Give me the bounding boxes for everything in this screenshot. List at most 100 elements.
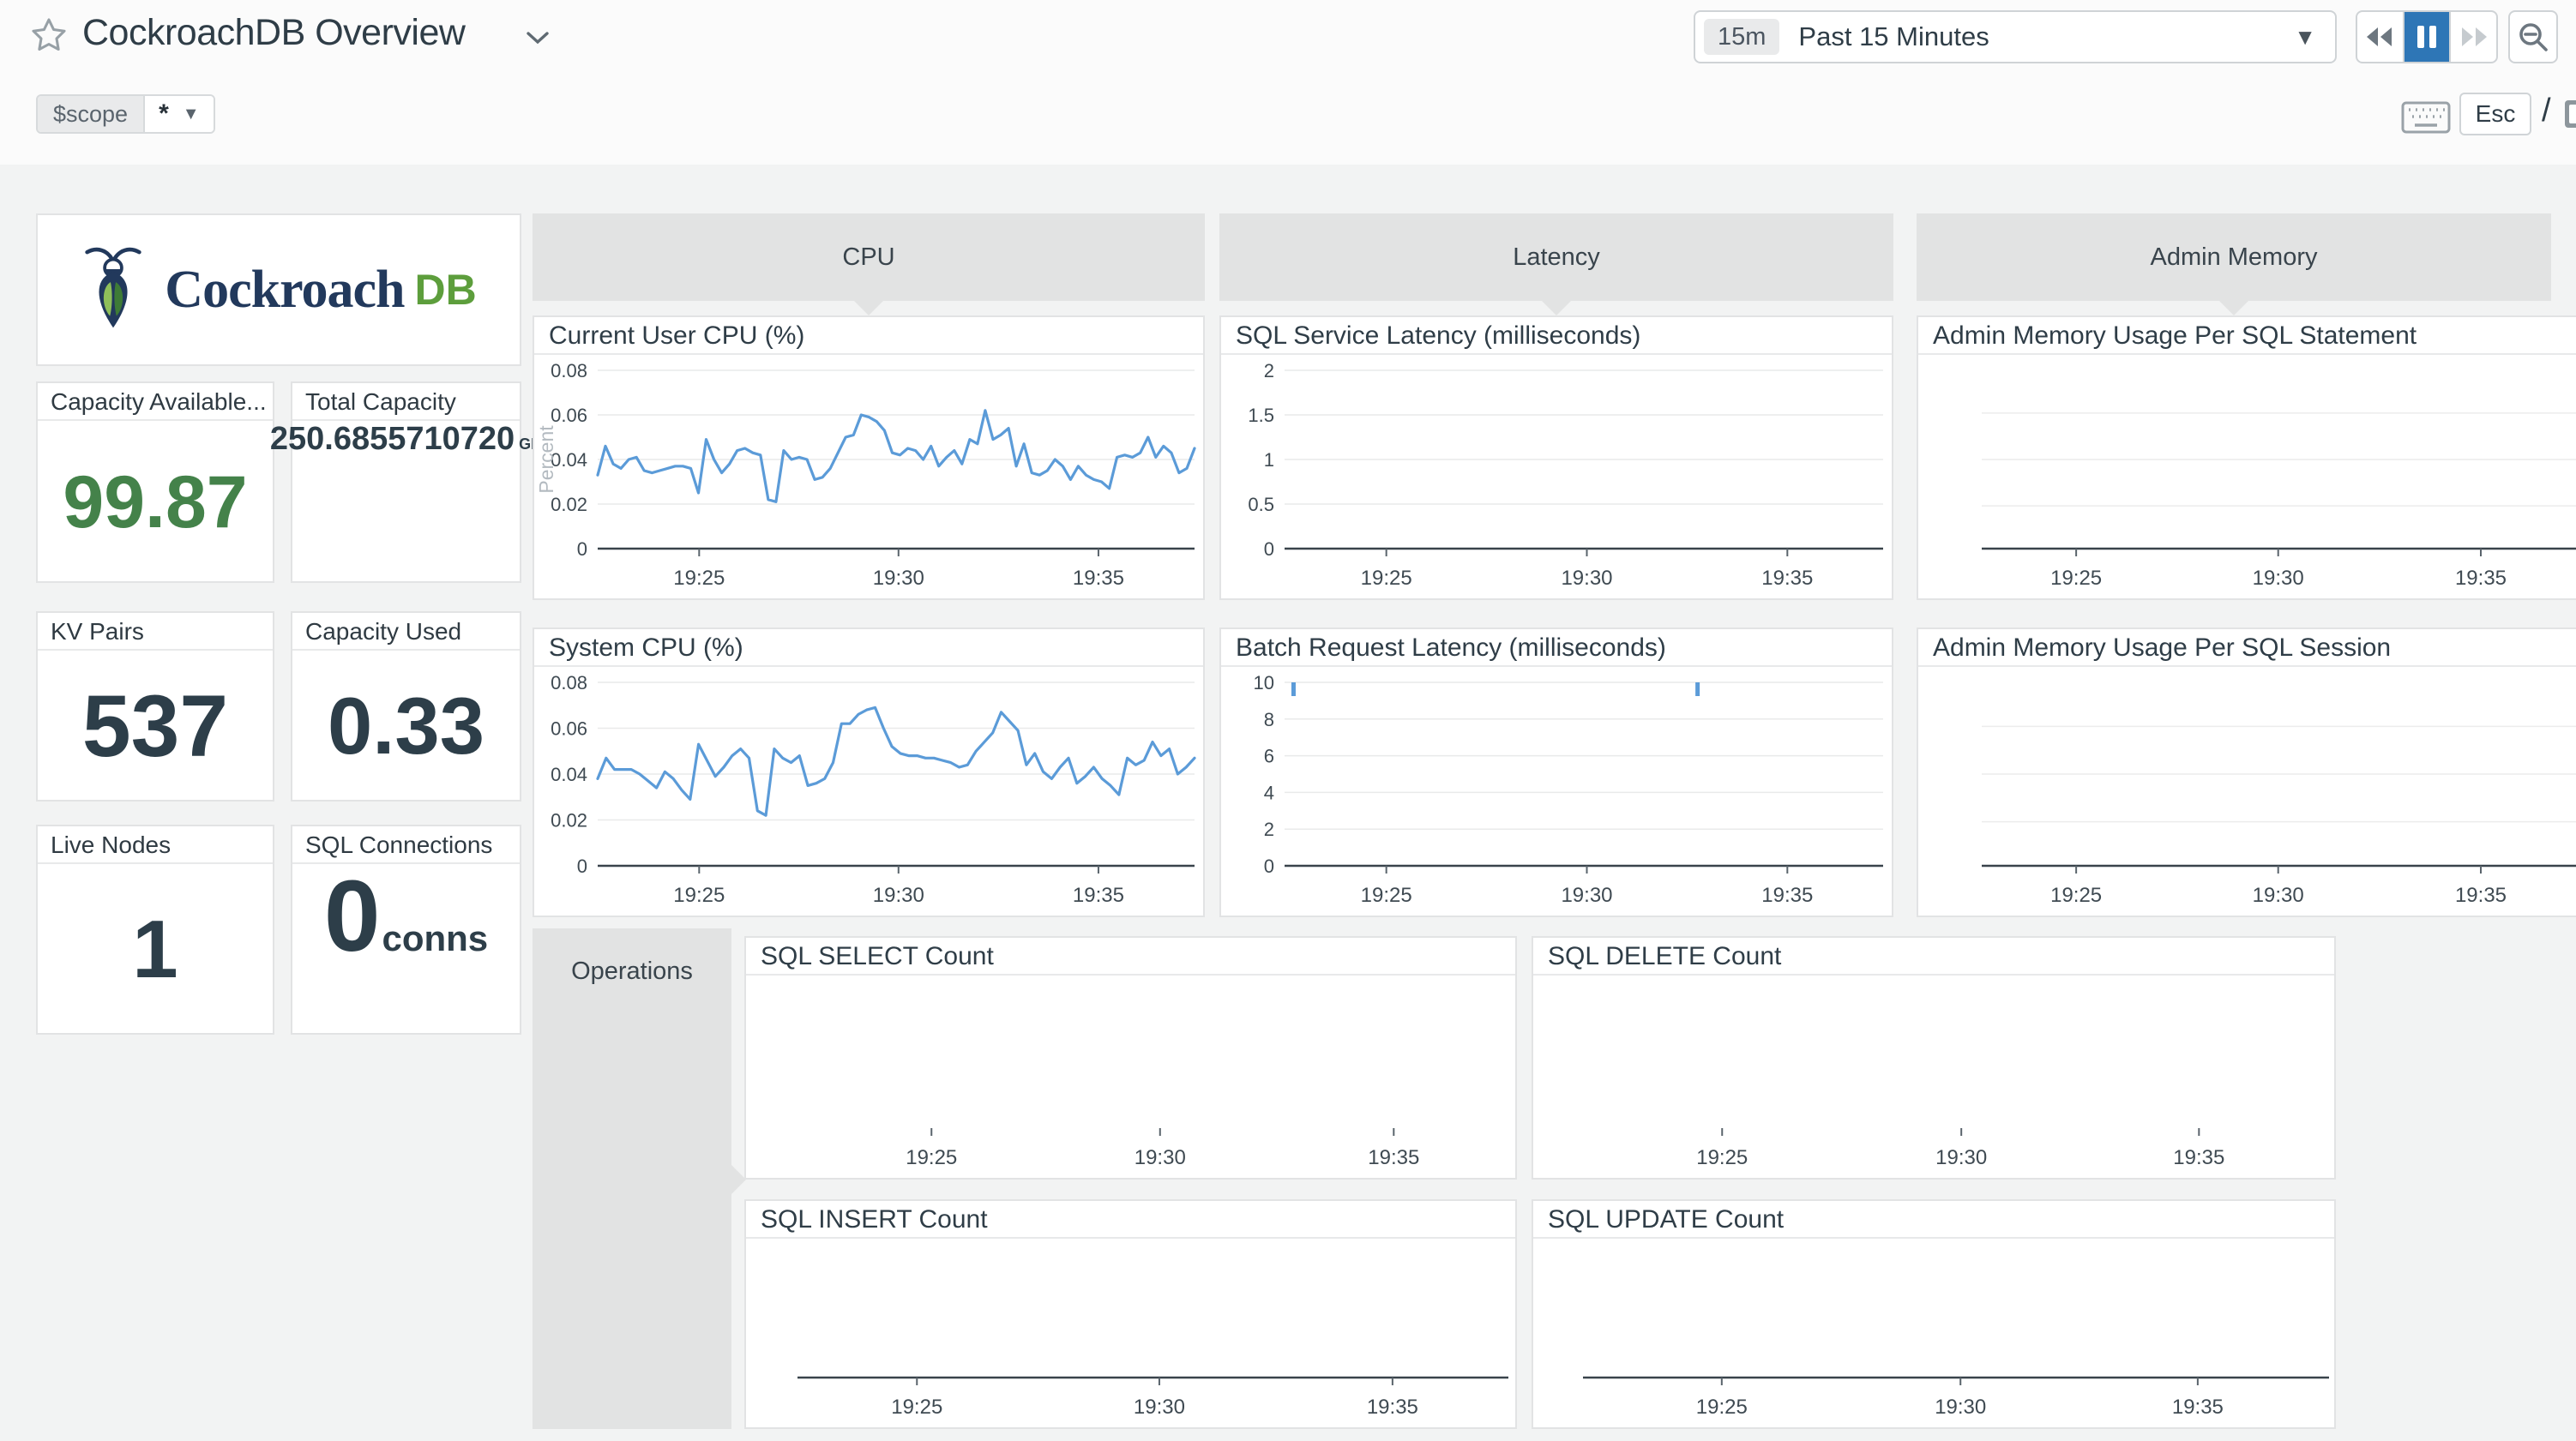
chart-title: Admin Memory Usage Per SQL Session (1918, 629, 2576, 667)
svg-text:19:25: 19:25 (906, 1146, 957, 1169)
chart-plot[interactable]: 0 2 4 6 8 10 19:25 19:30 19:35 (1221, 669, 1892, 916)
svg-text:0.06: 0.06 (551, 405, 587, 426)
chart-title: SQL SELECT Count (746, 938, 1515, 976)
group-header-admin-memory: Admin Memory (1917, 213, 2551, 315)
svg-text:19:35: 19:35 (1073, 884, 1124, 907)
svg-text:0.08: 0.08 (551, 360, 587, 381)
stat-title: Total Capacity (292, 383, 520, 421)
svg-text:19:25: 19:25 (673, 884, 725, 907)
svg-text:0.06: 0.06 (551, 718, 587, 740)
stat-card-live-nodes: Live Nodes 1 (36, 825, 274, 1035)
chart-card-batch-request-latency: Batch Request Latency (milliseconds) 0 2 4… (1219, 627, 1893, 917)
svg-text:2: 2 (1264, 819, 1274, 840)
svg-text:19:30: 19:30 (1134, 1396, 1185, 1419)
svg-text:19:30: 19:30 (1135, 1146, 1186, 1169)
svg-text:19:35: 19:35 (2455, 567, 2507, 590)
stat-card-capacity-used: Capacity Used 0.33 (291, 611, 521, 802)
svg-text:0.02: 0.02 (551, 810, 587, 832)
chart-plot[interactable]: 19:25 19:30 19:35 (1918, 669, 2576, 916)
stat-title: Live Nodes (38, 826, 273, 864)
time-range-selector[interactable]: 15m Past 15 Minutes ▼ (1694, 10, 2337, 63)
chart-title: System CPU (%) (534, 629, 1203, 667)
group-pointer (731, 1165, 746, 1194)
stat-value: 250.6855710720 (269, 421, 515, 457)
bug-icon (81, 243, 146, 337)
chevron-down-icon[interactable] (525, 29, 551, 51)
time-playback-controls (2356, 10, 2498, 63)
time-range-label: Past 15 Minutes (1798, 21, 1989, 51)
stat-title: Capacity Used (292, 613, 520, 651)
chart-plot[interactable]: 0 0.02 0.04 0.06 0.08 19:25 19:30 19:35 Percent (534, 357, 1203, 598)
svg-text:19:30: 19:30 (2253, 567, 2304, 590)
stat-card-total-capacity: Total Capacity 250.6855710720 GB (270, 381, 542, 583)
caret-down-icon: ▼ (2294, 23, 2316, 50)
svg-text:19:30: 19:30 (2253, 884, 2304, 907)
svg-text:Percent: Percent (535, 425, 557, 494)
fast-forward-button[interactable] (2451, 12, 2496, 62)
svg-text:19:35: 19:35 (2173, 1146, 2224, 1169)
group-pointer (1542, 301, 1571, 315)
group-title: Latency (1513, 243, 1600, 271)
chart-title: SQL UPDATE Count (1533, 1201, 2334, 1239)
chart-plot[interactable]: 19:25 19:30 19:35 (1533, 977, 2334, 1178)
keyboard-shortcuts-icon[interactable] (2401, 101, 2451, 138)
svg-text:6: 6 (1264, 746, 1274, 767)
page-title[interactable]: CockroachDB Overview (82, 12, 466, 53)
svg-text:19:30: 19:30 (873, 567, 924, 590)
rewind-button[interactable] (2357, 12, 2403, 62)
chart-plot[interactable]: 19:25 19:30 19:35 (746, 977, 1515, 1178)
zoom-out-button[interactable] (2508, 10, 2558, 63)
scope-value: * (159, 99, 169, 128)
chart-card-sql-update-count: SQL UPDATE Count 19:25 19:30 19:35 (1532, 1199, 2336, 1429)
svg-text:19:25: 19:25 (2050, 884, 2102, 907)
svg-text:4: 4 (1264, 782, 1274, 803)
stat-value: 537 (81, 677, 229, 775)
slash-separator: / (2542, 93, 2551, 129)
chart-card-system-cpu: System CPU (%) 0 0.02 0.04 0.06 0.08 19:25 19:… (533, 627, 1205, 917)
favorite-star-icon[interactable] (29, 15, 69, 55)
svg-text:19:25: 19:25 (1361, 567, 1412, 590)
svg-text:0: 0 (1264, 856, 1274, 877)
chart-plot[interactable]: 0 0.02 0.04 0.06 0.08 19:25 19:30 19:35 (534, 669, 1203, 916)
chart-plot[interactable]: 19:25 19:30 19:35 (746, 1240, 1515, 1427)
svg-text:0.04: 0.04 (551, 449, 587, 471)
group-title: Admin Memory (2150, 243, 2318, 271)
svg-text:19:25: 19:25 (2050, 567, 2102, 590)
chart-card-admin-memory-per-sql-session: Admin Memory Usage Per SQL Session 19:25… (1917, 627, 2576, 917)
group-header-operations: Operations (533, 928, 746, 1429)
group-header-cpu: CPU (533, 213, 1205, 315)
chart-plot[interactable]: 19:25 19:30 19:35 (1918, 357, 2576, 598)
caret-down-icon: ▼ (182, 104, 200, 123)
chart-title: SQL Service Latency (milliseconds) (1221, 317, 1892, 355)
group-pointer (2219, 301, 2248, 315)
chart-title: Admin Memory Usage Per SQL Statement (1918, 317, 2576, 355)
svg-text:1: 1 (1264, 449, 1274, 471)
chart-plot[interactable]: 0 0.5 1 1.5 2 19:25 19:30 19:35 (1221, 357, 1892, 598)
template-variable-scope[interactable]: $scope * ▼ (36, 94, 215, 134)
svg-text:0: 0 (1264, 538, 1274, 560)
chart-plot[interactable]: 19:25 19:30 19:35 (1533, 1240, 2334, 1427)
tv-mode-icon[interactable] (2564, 99, 2576, 141)
chart-title: SQL INSERT Count (746, 1201, 1515, 1239)
svg-text:1.5: 1.5 (1248, 405, 1274, 426)
stat-card-sql-connections: SQL Connections 0 conns (291, 825, 521, 1035)
stat-title: SQL Connections (292, 826, 520, 864)
svg-text:19:25: 19:25 (1696, 1396, 1748, 1419)
stat-title: Capacity Available... (38, 383, 273, 421)
pause-button[interactable] (2402, 12, 2452, 62)
svg-text:19:35: 19:35 (1368, 1146, 1419, 1169)
stat-value: 99.87 (63, 460, 248, 543)
scope-value-dropdown: * ▼ (143, 96, 214, 132)
svg-text:19:25: 19:25 (891, 1396, 942, 1419)
stat-value: 0 (323, 860, 381, 973)
svg-text:19:35: 19:35 (1367, 1396, 1418, 1419)
stat-card-capacity-available: Capacity Available... 99.87 (36, 381, 274, 583)
stat-value: 0.33 (328, 681, 485, 771)
svg-text:0.04: 0.04 (551, 764, 587, 785)
svg-text:0: 0 (577, 538, 587, 560)
svg-text:19:35: 19:35 (1761, 567, 1813, 590)
chart-card-sql-insert-count: SQL INSERT Count 19:25 19:30 19:35 (744, 1199, 1517, 1429)
svg-text:19:25: 19:25 (673, 567, 725, 590)
svg-text:10: 10 (1254, 672, 1274, 693)
chart-title: Batch Request Latency (milliseconds) (1221, 629, 1892, 667)
